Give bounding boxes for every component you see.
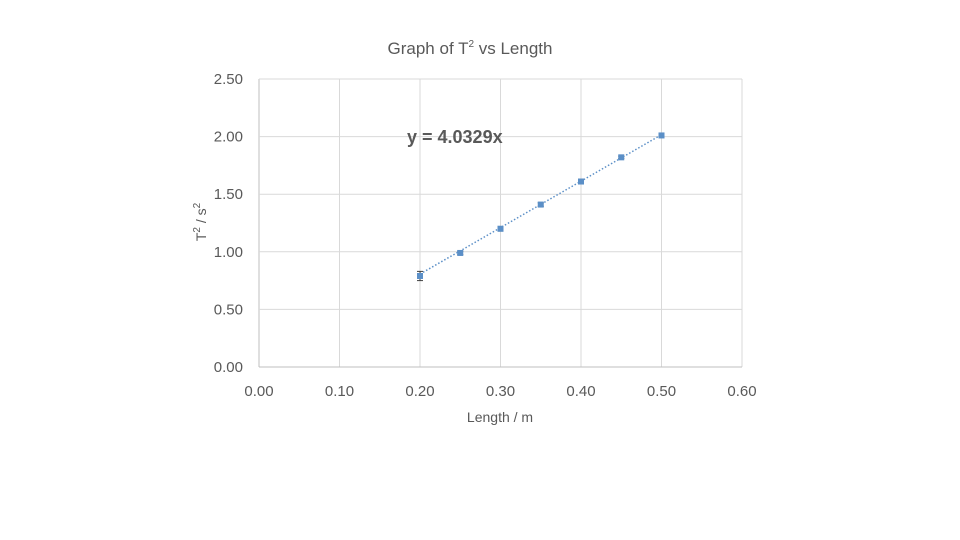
x-tick-label: 0.40	[566, 383, 595, 400]
y-tick-label: 1.50	[214, 186, 243, 203]
x-tick-label: 0.30	[486, 383, 515, 400]
x-axis-title: Length / m	[467, 409, 533, 425]
y-tick-label: 0.00	[214, 359, 243, 376]
y-tick-label: 1.00	[214, 244, 243, 261]
y-tick-label: 2.00	[214, 129, 243, 146]
x-tick-label: 0.00	[244, 383, 273, 400]
data-point	[658, 132, 665, 139]
data-point	[497, 225, 504, 232]
data-point	[537, 201, 544, 208]
chart-title: Graph of T2 vs Length	[388, 39, 553, 58]
data-point	[618, 154, 625, 161]
x-tick-label: 0.60	[727, 383, 756, 400]
data-point	[417, 272, 423, 279]
y-tick-label: 0.50	[214, 301, 243, 318]
tick-labels: 0.00 0.10 0.20 0.30 0.40 0.50 0.60 0.00 0.50 1.00…	[214, 71, 757, 400]
x-tick-label: 0.50	[647, 383, 676, 400]
grid-lines	[258, 78, 743, 368]
x-tick-label: 0.20	[405, 383, 434, 400]
x-tick-label: 0.10	[325, 383, 354, 400]
y-axis-title: T2 / s2	[192, 202, 209, 241]
data-point	[578, 178, 584, 185]
trendline-equation: y = 4.0329x	[407, 127, 503, 147]
y-tick-label: 2.50	[214, 71, 243, 88]
data-point	[457, 249, 464, 256]
data-points	[417, 132, 665, 282]
